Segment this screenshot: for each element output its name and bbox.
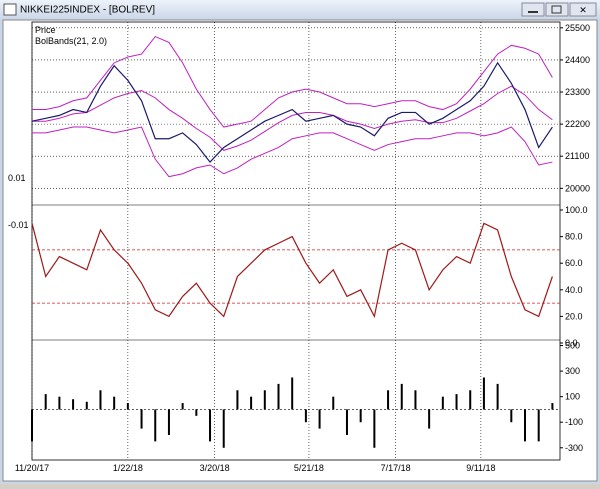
legend-entry: BolBands(21, 2.0) bbox=[35, 36, 107, 46]
y-tick-label: 0.0 bbox=[565, 338, 578, 348]
bar bbox=[31, 409, 33, 442]
y-tick-label: 60.0 bbox=[565, 258, 583, 268]
bar bbox=[250, 396, 253, 410]
series-line bbox=[31, 222, 553, 319]
bar bbox=[496, 383, 499, 410]
bar bbox=[318, 409, 321, 429]
bar bbox=[345, 409, 348, 435]
bar bbox=[209, 409, 212, 442]
band-line bbox=[32, 35, 553, 128]
y-tick-label: 22200 bbox=[565, 119, 590, 129]
y-tick-label: 80.0 bbox=[565, 232, 583, 242]
bar bbox=[332, 396, 335, 410]
bar bbox=[551, 403, 554, 410]
series-line bbox=[31, 61, 553, 163]
bar bbox=[154, 409, 157, 442]
bar bbox=[469, 390, 472, 410]
bar bbox=[222, 409, 225, 448]
bar bbox=[387, 390, 390, 410]
legend-entry: Price bbox=[35, 25, 56, 35]
y-tick-label: 500 bbox=[565, 341, 580, 351]
y-tick-label: 40.0 bbox=[565, 285, 583, 295]
minimize-button[interactable] bbox=[521, 2, 545, 17]
bar bbox=[140, 409, 143, 429]
title-bar bbox=[0, 0, 600, 20]
y-tick-label: 24400 bbox=[565, 55, 590, 65]
bar bbox=[510, 409, 513, 423]
y-tick-label: 23300 bbox=[565, 87, 590, 97]
bar bbox=[537, 409, 540, 442]
x-tick-label: 3/20/18 bbox=[200, 463, 230, 473]
bar bbox=[428, 409, 431, 429]
y-tick-label: 25500 bbox=[565, 23, 590, 33]
bar bbox=[263, 390, 266, 410]
x-tick-label: 11/20/17 bbox=[15, 463, 49, 473]
bar bbox=[359, 409, 362, 423]
bar bbox=[85, 401, 88, 410]
bar bbox=[236, 390, 239, 410]
x-tick-label: 9/11/18 bbox=[466, 463, 495, 473]
left-axis-label: 0.01 bbox=[8, 173, 26, 183]
bar bbox=[414, 390, 417, 410]
close-icon: ✕ bbox=[579, 5, 587, 15]
y-tick-label: -300 bbox=[565, 443, 583, 453]
window-title: NIKKEI225INDEX - [BOLREV] bbox=[20, 5, 155, 16]
bar bbox=[99, 390, 102, 410]
bar bbox=[167, 409, 170, 435]
y-tick-label: 100.0 bbox=[565, 205, 588, 215]
bar bbox=[441, 396, 444, 410]
band-line bbox=[32, 85, 553, 151]
y-tick-label: 100 bbox=[565, 392, 580, 402]
bar bbox=[181, 403, 184, 410]
y-tick-label: 21100 bbox=[565, 151, 589, 161]
x-tick-label: 5/21/18 bbox=[294, 463, 324, 473]
bar bbox=[400, 383, 403, 410]
restore-icon bbox=[551, 5, 562, 14]
x-tick-label: 1/22/18 bbox=[113, 463, 143, 473]
bar bbox=[291, 377, 294, 410]
window-icon bbox=[3, 3, 17, 16]
band-line bbox=[32, 126, 553, 178]
bar bbox=[455, 394, 458, 410]
left-axis-label: -0.01 bbox=[8, 220, 29, 230]
bar bbox=[482, 377, 485, 410]
bar bbox=[304, 409, 307, 423]
bar bbox=[126, 403, 129, 410]
bar bbox=[277, 383, 280, 410]
y-tick-label: 20.0 bbox=[565, 311, 583, 321]
bar bbox=[44, 394, 47, 410]
y-tick-label: -100 bbox=[565, 417, 583, 427]
bar bbox=[58, 396, 61, 410]
bar bbox=[524, 409, 527, 442]
restore-button[interactable] bbox=[545, 2, 569, 17]
x-tick-label: 7/17/18 bbox=[381, 463, 411, 473]
y-tick-label: 300 bbox=[565, 366, 580, 376]
y-tick-label: 20000 bbox=[565, 183, 590, 193]
bar bbox=[72, 399, 75, 410]
bar bbox=[113, 396, 116, 410]
close-button[interactable] bbox=[569, 2, 597, 17]
bar bbox=[195, 409, 198, 416]
bar bbox=[373, 409, 376, 448]
